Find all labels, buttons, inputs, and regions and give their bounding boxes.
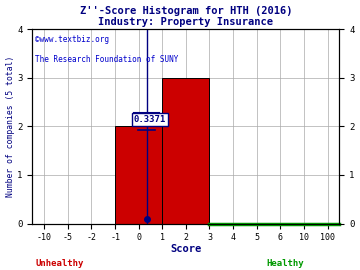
- Title: Z''-Score Histogram for HTH (2016)
Industry: Property Insurance: Z''-Score Histogram for HTH (2016) Indus…: [80, 6, 292, 27]
- Y-axis label: Number of companies (5 total): Number of companies (5 total): [5, 56, 14, 197]
- Bar: [162, 78, 210, 224]
- Text: The Research Foundation of SUNY: The Research Foundation of SUNY: [36, 55, 179, 64]
- Text: 0.3371: 0.3371: [134, 115, 166, 124]
- Text: Unhealthy: Unhealthy: [36, 259, 84, 268]
- Text: Healthy: Healthy: [266, 259, 304, 268]
- Bar: [115, 126, 162, 224]
- X-axis label: Score: Score: [170, 244, 202, 254]
- Text: ©www.textbiz.org: ©www.textbiz.org: [36, 35, 109, 44]
